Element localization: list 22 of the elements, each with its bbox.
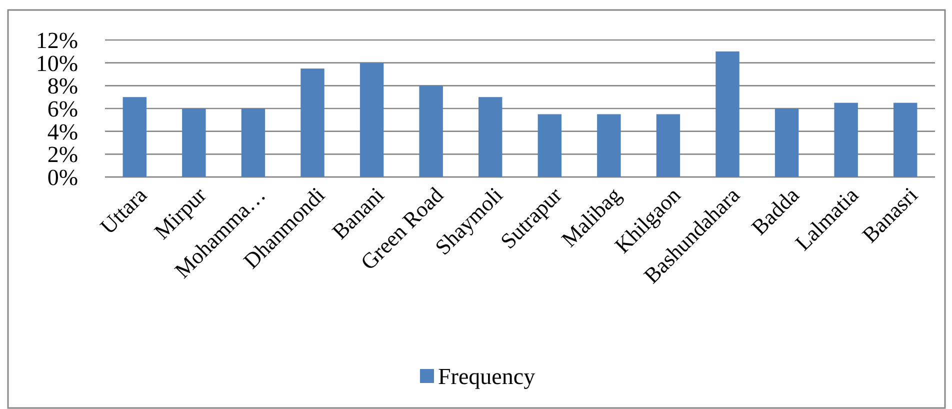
y-tick-label: 6%: [47, 96, 78, 122]
legend-label: Frequency: [438, 364, 536, 390]
bar: [894, 102, 918, 177]
bar: [122, 97, 146, 177]
y-tick-label: 8%: [47, 74, 78, 99]
y-tick-label: 0%: [47, 165, 78, 190]
bar: [538, 114, 562, 177]
bar: [597, 114, 621, 177]
bar: [419, 86, 443, 177]
y-tick-label: 10%: [36, 50, 78, 76]
bar: [300, 68, 324, 177]
y-tick-label: 4%: [47, 119, 78, 144]
bar: [182, 108, 206, 177]
bar: [774, 108, 799, 177]
y-tick-label: 2%: [47, 142, 78, 168]
bar: [478, 97, 502, 177]
bar: [716, 51, 740, 177]
bar: [241, 108, 266, 177]
bar: [360, 62, 384, 177]
bar: [656, 114, 680, 177]
bar: [834, 102, 858, 177]
y-tick-label: 12%: [36, 28, 78, 54]
